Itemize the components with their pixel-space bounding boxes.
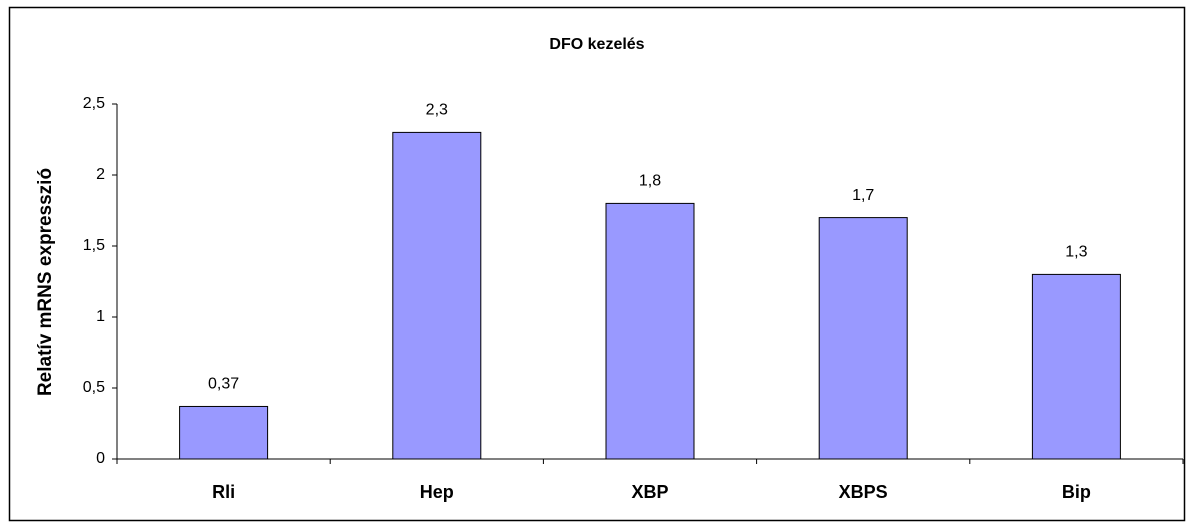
y-tick-label: 0,5 <box>83 379 105 396</box>
data-label: 0,37 <box>208 376 239 393</box>
bar <box>179 405 269 460</box>
chart-title: DFO kezelés <box>549 36 644 53</box>
x-tick-label: Bip <box>1062 482 1091 502</box>
bar <box>392 131 482 460</box>
x-tick-label: XBP <box>631 482 668 502</box>
y-tick-label: 1 <box>96 308 105 325</box>
x-tick-label: Rli <box>212 482 235 502</box>
y-tick-label: 0 <box>96 450 105 467</box>
bar <box>1031 273 1121 460</box>
y-tick-label: 1,5 <box>83 237 105 254</box>
data-label: 1,3 <box>1065 244 1087 261</box>
bar <box>605 202 695 460</box>
x-tick-label: Hep <box>420 482 454 502</box>
x-tick-label: XBPS <box>839 482 888 502</box>
y-tick-label: 2,5 <box>83 95 105 112</box>
y-tick-label: 2 <box>96 166 105 183</box>
data-label: 2,3 <box>426 102 448 119</box>
data-label: 1,7 <box>852 187 874 204</box>
y-axis-label: Relatív mRNS expresszió <box>35 168 56 396</box>
bar <box>818 217 908 460</box>
data-label: 1,8 <box>639 173 661 190</box>
